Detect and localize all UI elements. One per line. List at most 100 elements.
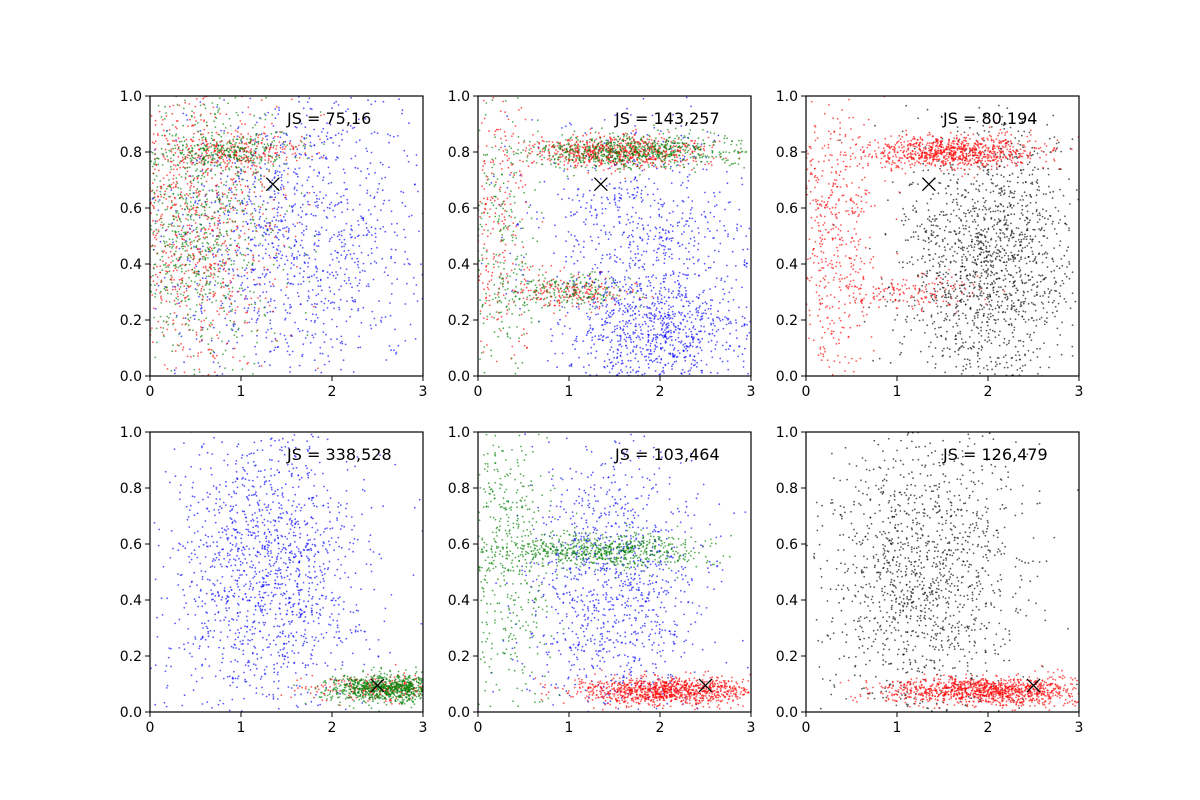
point	[210, 170, 213, 173]
point	[652, 263, 655, 266]
point	[275, 219, 278, 222]
point	[241, 148, 244, 151]
point	[209, 280, 212, 283]
point	[184, 300, 187, 303]
point	[246, 179, 249, 182]
point	[334, 250, 337, 252]
point	[231, 143, 234, 146]
point	[647, 330, 650, 333]
point	[182, 346, 185, 349]
point	[319, 111, 322, 113]
point	[314, 319, 316, 322]
point	[553, 152, 556, 155]
point	[501, 236, 503, 239]
point	[173, 174, 175, 177]
point	[242, 136, 244, 139]
point	[301, 210, 304, 213]
point	[646, 161, 649, 164]
point	[523, 256, 525, 259]
point	[189, 201, 192, 203]
point	[224, 209, 227, 212]
point	[255, 134, 258, 137]
point	[211, 323, 214, 326]
point	[159, 326, 162, 329]
point	[639, 338, 642, 341]
point	[273, 193, 276, 195]
point	[655, 358, 657, 361]
point	[703, 210, 706, 213]
point	[557, 323, 560, 326]
point	[631, 194, 634, 196]
point	[286, 350, 289, 353]
point	[197, 284, 200, 287]
point	[204, 151, 207, 153]
point	[216, 164, 219, 167]
point	[181, 237, 184, 240]
point	[191, 156, 194, 159]
point	[225, 180, 228, 183]
point	[362, 262, 365, 265]
point	[642, 250, 645, 253]
point	[238, 199, 241, 202]
point	[168, 301, 171, 303]
point	[256, 145, 258, 148]
point	[740, 225, 742, 228]
point	[170, 148, 173, 151]
point	[209, 156, 212, 158]
point	[569, 280, 571, 282]
point	[154, 158, 156, 161]
point	[378, 300, 380, 302]
point	[661, 228, 664, 231]
point	[153, 207, 155, 210]
point	[195, 265, 198, 268]
point	[248, 198, 251, 201]
point	[389, 314, 392, 317]
point	[184, 241, 187, 244]
point	[212, 144, 215, 146]
point	[208, 283, 211, 286]
point	[612, 364, 615, 367]
point	[193, 192, 196, 195]
point	[691, 139, 694, 142]
point	[207, 348, 210, 351]
point	[161, 202, 164, 205]
point	[655, 277, 658, 279]
point	[273, 139, 276, 142]
point	[583, 221, 585, 224]
point	[234, 129, 237, 132]
point	[191, 161, 194, 164]
point	[293, 256, 295, 259]
point	[678, 292, 680, 295]
point	[230, 165, 233, 168]
point	[282, 268, 285, 271]
point	[686, 175, 689, 178]
point	[219, 208, 221, 210]
point	[181, 196, 184, 198]
point	[207, 172, 209, 174]
point	[166, 289, 169, 291]
point	[249, 97, 252, 100]
point	[631, 206, 634, 209]
point	[186, 166, 189, 169]
point	[219, 222, 222, 225]
point	[672, 363, 674, 366]
point	[258, 218, 261, 221]
point	[271, 122, 273, 125]
point	[698, 341, 701, 344]
point	[584, 223, 587, 226]
point	[289, 140, 292, 142]
point	[199, 130, 202, 132]
point	[576, 135, 579, 138]
point	[227, 199, 230, 202]
point	[242, 178, 245, 181]
point	[669, 274, 672, 277]
point	[727, 368, 730, 371]
point	[331, 258, 334, 261]
point	[185, 192, 188, 195]
point	[713, 215, 715, 218]
point	[269, 196, 271, 199]
point	[649, 284, 652, 287]
point	[673, 347, 676, 349]
point	[217, 268, 220, 270]
point	[217, 234, 220, 237]
